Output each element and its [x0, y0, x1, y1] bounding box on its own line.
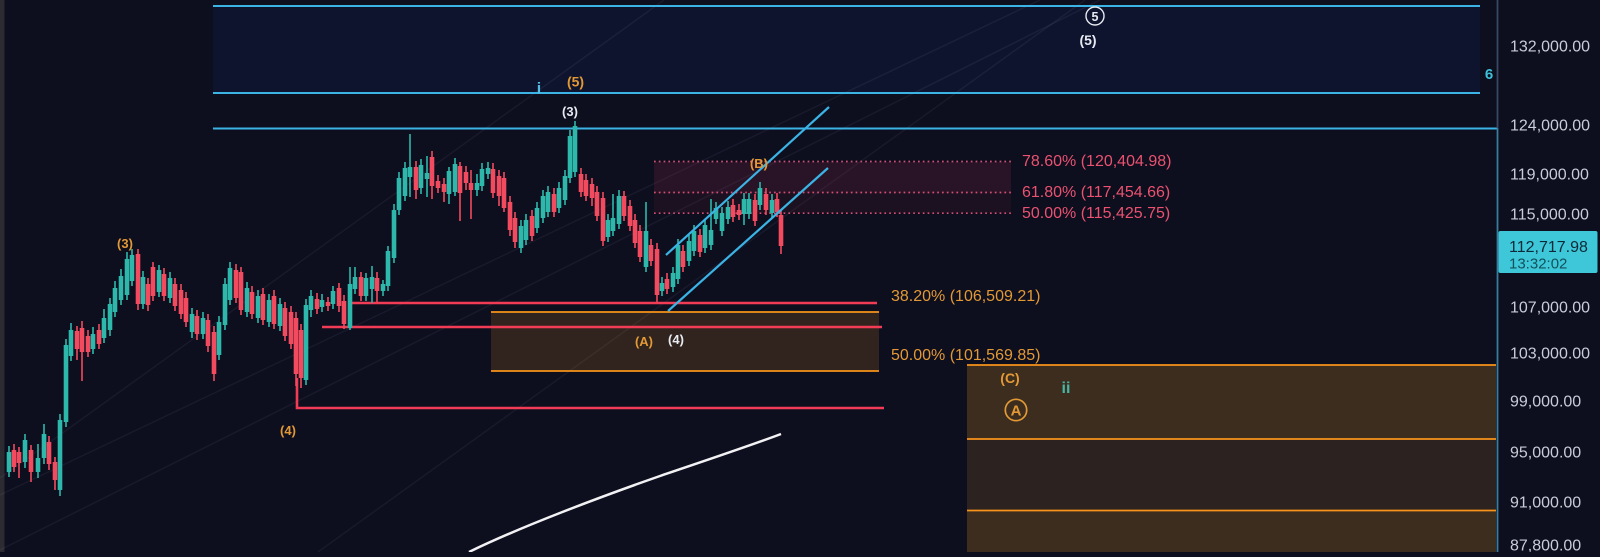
- svg-text:ii: ii: [1062, 380, 1071, 397]
- svg-text:103,000.00: 103,000.00: [1510, 346, 1590, 363]
- svg-text:(4): (4): [668, 332, 684, 347]
- svg-text:107,000.00: 107,000.00: [1510, 300, 1590, 317]
- svg-text:38.20% (106,509.21): 38.20% (106,509.21): [891, 288, 1040, 305]
- svg-text:(3): (3): [117, 236, 133, 251]
- svg-text:(B): (B): [750, 156, 768, 171]
- svg-text:91,000.00: 91,000.00: [1510, 495, 1581, 512]
- svg-text:50.00% (101,569.85): 50.00% (101,569.85): [891, 347, 1040, 364]
- svg-text:(A): (A): [635, 334, 653, 349]
- svg-text:132,000.00: 132,000.00: [1510, 39, 1590, 56]
- svg-text:A: A: [1011, 403, 1022, 420]
- svg-text:(4): (4): [280, 423, 296, 438]
- svg-text:i: i: [537, 81, 541, 98]
- svg-text:(5): (5): [1079, 32, 1096, 48]
- svg-text:119,000.00: 119,000.00: [1510, 167, 1589, 184]
- svg-text:112,717.98: 112,717.98: [1509, 239, 1588, 256]
- svg-text:115,000.00: 115,000.00: [1510, 207, 1589, 224]
- svg-text:(5): (5): [567, 74, 584, 90]
- svg-text:13:32:02: 13:32:02: [1509, 256, 1567, 273]
- svg-text:61.80% (117,454.66): 61.80% (117,454.66): [1022, 184, 1170, 201]
- svg-text:87,800.00: 87,800.00: [1510, 538, 1581, 553]
- svg-text:50.00% (115,425.75): 50.00% (115,425.75): [1022, 205, 1170, 222]
- svg-text:95,000.00: 95,000.00: [1510, 445, 1581, 462]
- svg-text:99,000.00: 99,000.00: [1510, 394, 1581, 411]
- svg-text:6: 6: [1485, 66, 1493, 83]
- svg-text:(3): (3): [562, 104, 578, 119]
- svg-text:5: 5: [1092, 10, 1099, 24]
- svg-text:124,000.00: 124,000.00: [1510, 118, 1590, 135]
- svg-text:(C): (C): [1000, 370, 1019, 386]
- svg-text:78.60% (120,404.98): 78.60% (120,404.98): [1022, 153, 1171, 170]
